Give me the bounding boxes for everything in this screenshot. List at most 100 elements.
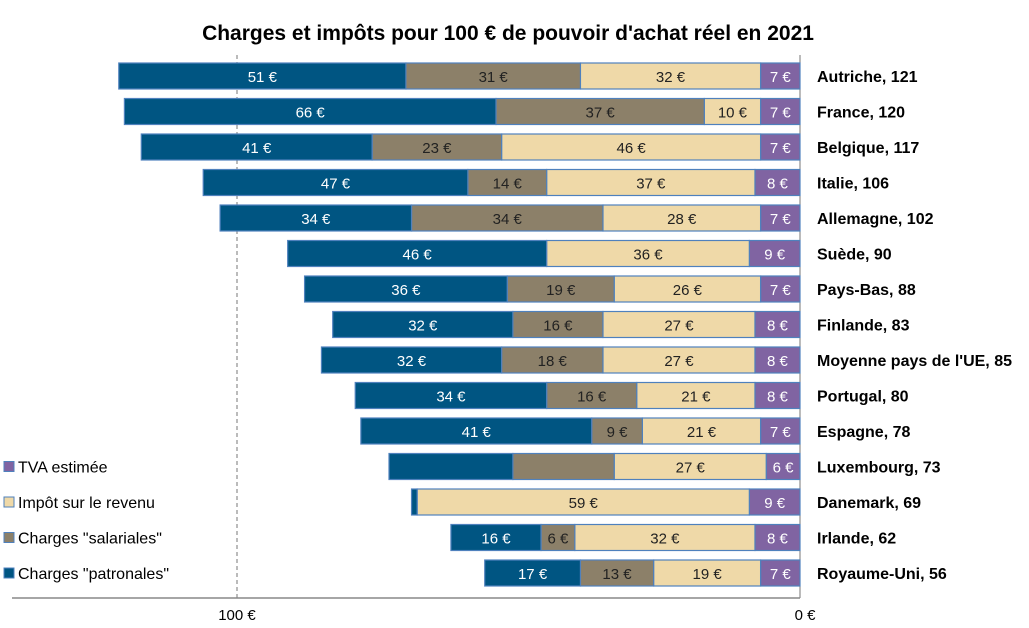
data-label: 37 € — [586, 105, 616, 122]
bar-segment — [450, 523, 542, 552]
bar-segment — [140, 133, 373, 161]
data-label: 26 € — [673, 282, 703, 299]
chart-title: Charges et impôts pour 100 € de pouvoir … — [202, 22, 814, 45]
bar-segment — [754, 381, 801, 410]
category-label: Royaume-Uni, 56 — [817, 566, 947, 583]
bar-segment — [287, 239, 548, 268]
data-label: 7 € — [770, 105, 792, 122]
data-label: 51 € — [248, 69, 278, 86]
data-label: 8 € — [767, 176, 789, 193]
data-label: 16 € — [481, 531, 511, 548]
category-label: Italie, 106 — [817, 176, 889, 193]
data-label: 8 € — [767, 531, 789, 548]
bar-segment — [410, 204, 604, 232]
legend-label: Charges "patronales" — [18, 566, 169, 583]
bar-segment — [501, 133, 762, 161]
data-label: 13 € — [602, 566, 632, 583]
bar-segment — [388, 452, 514, 481]
data-label: 23 € — [422, 140, 452, 157]
category-label: Finlande, 83 — [817, 318, 910, 335]
x-tick-label: 0 € — [795, 607, 817, 624]
data-label: 9 € — [764, 247, 786, 264]
data-label: 7 € — [770, 424, 792, 441]
data-label: 46 € — [616, 140, 646, 157]
data-label: 19 € — [546, 282, 576, 299]
data-label: 7 € — [770, 211, 792, 228]
legend-swatch — [3, 461, 15, 472]
data-label: 46 € — [403, 247, 433, 264]
data-label: 7 € — [770, 282, 792, 299]
bar-segment — [759, 62, 801, 90]
category-label: Luxembourg, 73 — [817, 460, 941, 477]
data-label: 6 € — [773, 460, 795, 477]
data-label: 36 € — [391, 282, 421, 299]
data-label: 14 € — [493, 176, 523, 193]
bar-segment — [579, 62, 762, 90]
data-label: 7 € — [770, 140, 792, 157]
x-tick-label: 100 € — [218, 607, 256, 624]
data-label: 19 € — [693, 566, 723, 583]
bar-segment — [354, 381, 548, 410]
category-label: Allemagne, 102 — [817, 211, 934, 228]
bar-segment — [754, 523, 801, 552]
bar-segment — [653, 559, 762, 587]
data-label: 41 € — [462, 424, 492, 441]
data-label: 32 € — [408, 318, 438, 335]
bar-segment — [636, 381, 756, 410]
bar-segment — [579, 559, 655, 587]
data-label: 34 € — [436, 389, 466, 406]
category-label: Autriche, 121 — [817, 69, 918, 86]
category-label: Espagne, 78 — [817, 424, 910, 441]
category-label: Belgique, 117 — [817, 140, 919, 157]
legend-label: Impôt sur le revenu — [18, 495, 155, 512]
data-label: 32 € — [656, 69, 686, 86]
data-label: 32 € — [397, 353, 427, 370]
bar-segment — [405, 62, 582, 90]
data-label: 32 € — [650, 531, 680, 548]
category-label: Moyenne pays de l'UE, 85 — [817, 353, 1012, 370]
category-label: Suède, 90 — [817, 247, 892, 264]
bar-segment — [602, 310, 756, 339]
bar-segment — [202, 168, 469, 197]
data-label: 27 € — [664, 318, 694, 335]
legend-label: Charges "salariales" — [18, 531, 162, 548]
bar-segment — [410, 488, 418, 516]
data-label: 27 € — [676, 460, 706, 477]
data-label: 36 € — [633, 247, 663, 264]
bar-segment — [512, 452, 615, 481]
data-label: 16 € — [543, 318, 573, 335]
legend-swatch — [3, 532, 15, 543]
data-label: 18 € — [538, 353, 568, 370]
category-label: Portugal, 80 — [817, 389, 909, 406]
data-label: 37 € — [636, 176, 666, 193]
bar-segment — [118, 62, 407, 90]
category-label: France, 120 — [817, 105, 905, 122]
data-label: 8 € — [767, 353, 789, 370]
data-label: 8 € — [767, 389, 789, 406]
data-label: 66 € — [296, 105, 326, 122]
bar-segment — [759, 204, 801, 232]
bar-segment — [303, 275, 508, 303]
data-label: 16 € — [577, 389, 607, 406]
bar-segment — [748, 239, 801, 268]
legend-label: TVA estimée — [18, 460, 108, 477]
category-label: Danemark, 69 — [817, 495, 921, 512]
bar-segment — [759, 275, 801, 303]
bar-segment — [360, 417, 593, 445]
data-label: 47 € — [321, 176, 351, 193]
category-label: Pays-Bas, 88 — [817, 282, 916, 299]
data-label: 21 € — [687, 424, 717, 441]
data-label: 7 € — [770, 69, 792, 86]
data-label: 6 € — [547, 531, 569, 548]
bar-segment — [484, 559, 582, 587]
data-label: 59 € — [569, 495, 599, 512]
data-label: 34 € — [493, 211, 523, 228]
bar-segment — [123, 97, 497, 126]
data-label: 17 € — [518, 566, 548, 583]
data-label: 41 € — [242, 140, 272, 157]
bar-segment — [416, 488, 750, 516]
data-label: 10 € — [718, 105, 748, 122]
data-label: 7 € — [770, 566, 792, 583]
bar-segment — [613, 452, 767, 481]
